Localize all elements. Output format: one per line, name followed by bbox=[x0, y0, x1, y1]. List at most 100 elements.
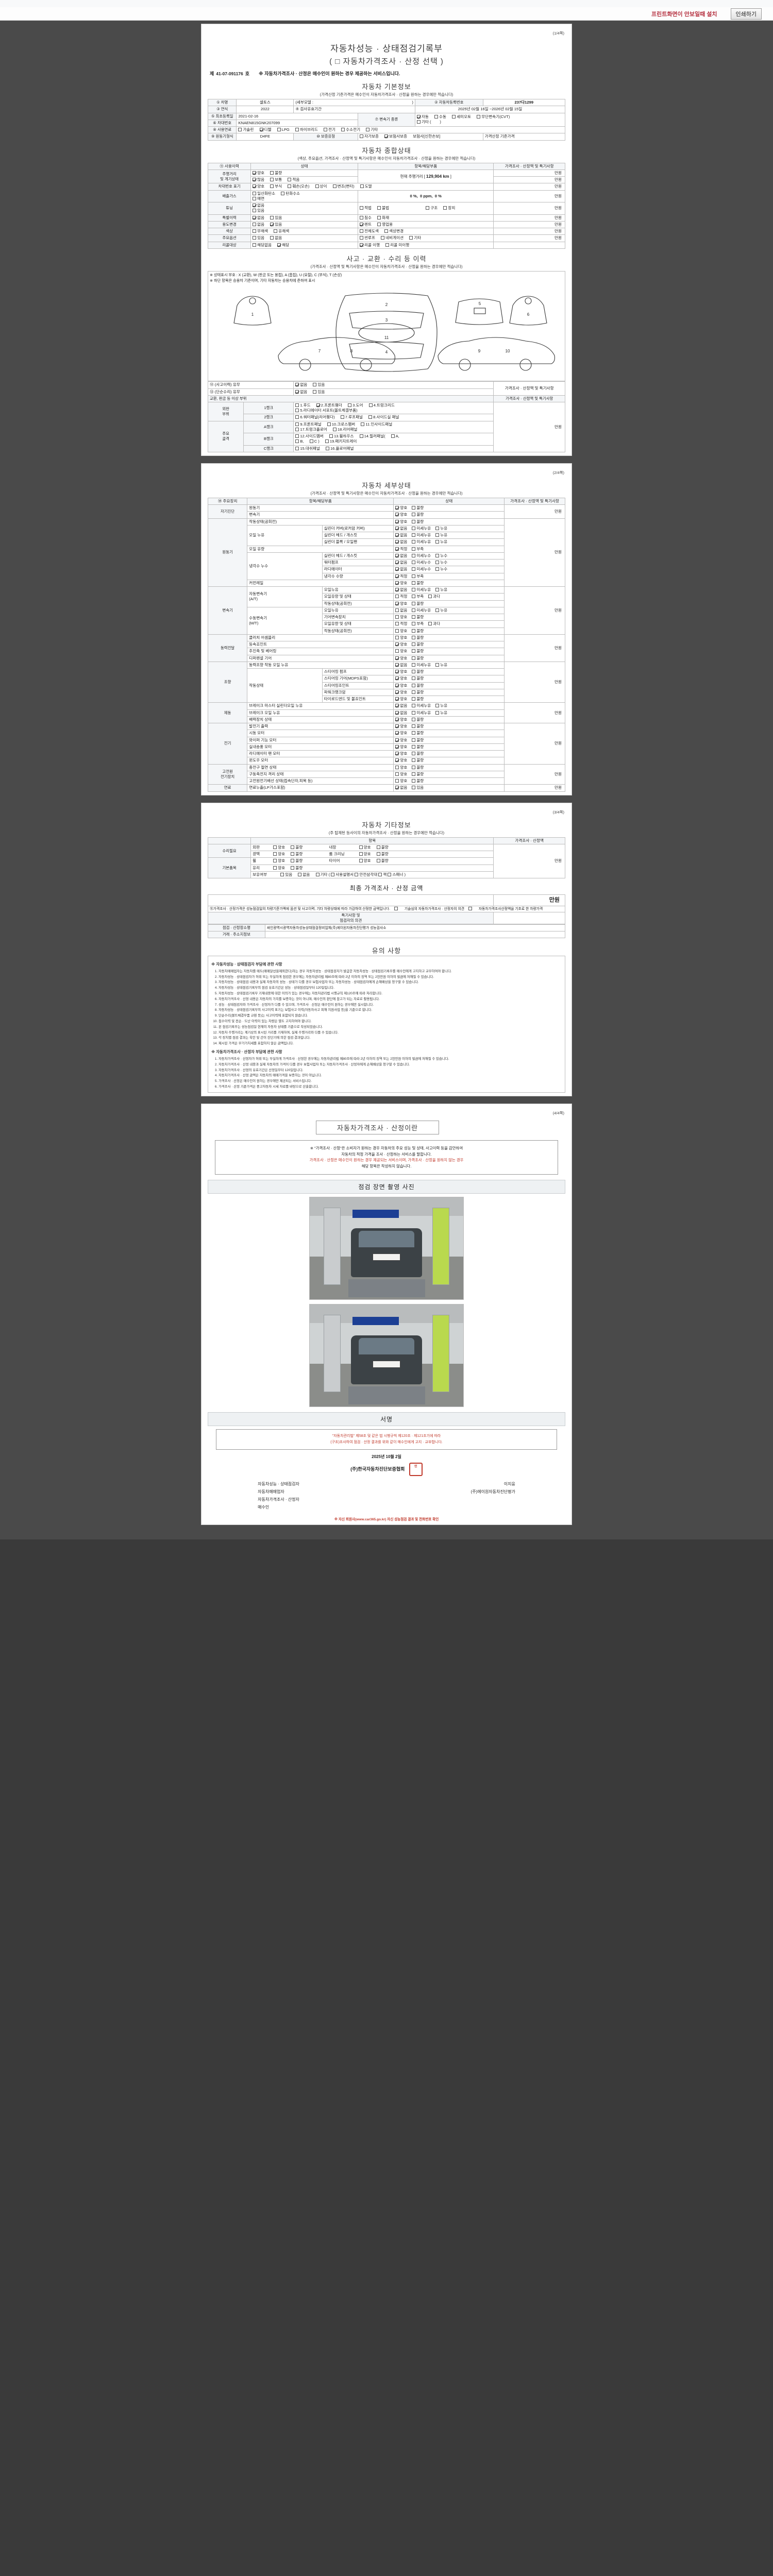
trans-opt-semiauto[interactable]: 세미오토 bbox=[452, 114, 471, 120]
checkbox[interactable] bbox=[477, 115, 481, 118]
checkbox-checked[interactable] bbox=[395, 506, 399, 510]
checkbox[interactable] bbox=[435, 567, 440, 571]
checkbox[interactable] bbox=[412, 704, 416, 708]
checkbox-checked[interactable] bbox=[295, 383, 299, 387]
checkbox-checked[interactable] bbox=[395, 670, 399, 674]
checkbox[interactable] bbox=[348, 403, 352, 407]
checkbox[interactable] bbox=[291, 859, 295, 863]
checkbox-checked[interactable] bbox=[395, 581, 399, 585]
opt-different[interactable]: 상이 bbox=[315, 184, 327, 189]
checkbox-checked[interactable] bbox=[395, 704, 399, 708]
checkbox-checked[interactable] bbox=[395, 744, 399, 749]
checkbox-checked[interactable] bbox=[295, 389, 299, 394]
checkbox[interactable] bbox=[295, 422, 299, 426]
opt-fullpaint[interactable]: 전체도색 bbox=[360, 229, 379, 234]
opt-적정[interactable]: 적정 bbox=[395, 547, 407, 552]
opt-불량[interactable]: 불량 bbox=[412, 512, 424, 517]
checkbox[interactable] bbox=[435, 526, 440, 530]
checkbox-checked[interactable] bbox=[395, 656, 399, 660]
checkbox[interactable] bbox=[412, 622, 416, 626]
checkbox[interactable] bbox=[412, 656, 416, 660]
checkbox[interactable] bbox=[412, 629, 416, 633]
checkbox[interactable] bbox=[395, 779, 399, 783]
checkbox[interactable] bbox=[412, 519, 416, 523]
fuel-opt-hybrid[interactable]: 하이브리드 bbox=[295, 127, 318, 132]
opt-불량[interactable]: 불량 bbox=[412, 615, 424, 620]
opt-smoke[interactable]: 매연 bbox=[253, 196, 264, 201]
opt-opinion[interactable] bbox=[394, 907, 399, 911]
opt-exists[interactable]: 있음 bbox=[280, 872, 292, 877]
checkbox[interactable] bbox=[377, 215, 381, 219]
checkbox[interactable] bbox=[412, 758, 416, 762]
checkbox[interactable] bbox=[412, 547, 416, 551]
fuel-opt-diesel[interactable]: 디젤 bbox=[259, 127, 272, 132]
checkbox-checked[interactable] bbox=[395, 513, 399, 517]
opt-불량[interactable]: 불량 bbox=[412, 765, 424, 770]
opt-양호[interactable]: 양호 bbox=[395, 629, 407, 634]
opt-양호[interactable]: 양호 bbox=[395, 635, 407, 640]
checkbox-checked[interactable] bbox=[395, 519, 399, 523]
opt-good[interactable]: 양호 bbox=[359, 858, 371, 863]
checkbox[interactable] bbox=[412, 752, 416, 756]
opt-bad[interactable]: 불량 bbox=[376, 852, 389, 857]
checkbox-checked[interactable] bbox=[395, 731, 399, 735]
opt-quarter-panel[interactable]: 6.쿼터패널(리어휀다) bbox=[295, 415, 335, 420]
checkbox[interactable] bbox=[412, 731, 416, 735]
opt-bad[interactable]: 불량 bbox=[291, 866, 303, 871]
opt-none[interactable]: 없음 bbox=[253, 203, 264, 208]
checkbox[interactable] bbox=[253, 209, 257, 213]
opt-없음[interactable]: 없음 bbox=[395, 553, 407, 558]
checkbox-checked[interactable] bbox=[253, 178, 257, 181]
checkbox[interactable] bbox=[291, 845, 295, 849]
checkbox[interactable] bbox=[435, 710, 440, 715]
opt-미세누유[interactable]: 미세누유 bbox=[412, 539, 431, 545]
checkbox[interactable] bbox=[412, 595, 416, 599]
checkbox-checked[interactable] bbox=[253, 171, 257, 175]
checkbox[interactable] bbox=[280, 872, 284, 876]
checkbox-checked[interactable] bbox=[395, 697, 399, 701]
checkbox-checked[interactable] bbox=[395, 676, 399, 681]
opt-door[interactable]: 3.도어 bbox=[348, 403, 363, 408]
checkbox[interactable] bbox=[253, 229, 257, 233]
checkbox[interactable] bbox=[377, 206, 381, 210]
checkbox[interactable] bbox=[412, 642, 416, 647]
trans-opt-cvt[interactable]: 무단변속기(CVT) bbox=[477, 114, 510, 120]
opt-양호[interactable]: 양호 bbox=[395, 683, 407, 688]
opt-미세누수[interactable]: 미세누수 bbox=[412, 560, 431, 565]
opt-불량[interactable]: 불량 bbox=[412, 649, 424, 654]
opt-erased[interactable]: 도말 bbox=[360, 184, 372, 189]
opt-none[interactable]: 없음 bbox=[270, 235, 282, 241]
opt-pillar-a[interactable]: A, bbox=[391, 434, 399, 439]
checkbox[interactable] bbox=[412, 676, 416, 681]
checkbox-checked[interactable] bbox=[316, 403, 320, 407]
opt-device[interactable]: 장치 bbox=[443, 206, 455, 211]
checkbox[interactable] bbox=[468, 907, 472, 911]
checkbox[interactable] bbox=[341, 128, 345, 131]
checkbox[interactable] bbox=[412, 670, 416, 674]
opt-불량[interactable]: 불량 bbox=[412, 717, 424, 722]
opt-미세누수[interactable]: 미세누수 bbox=[412, 567, 431, 572]
checkbox[interactable] bbox=[395, 635, 399, 639]
opt-good[interactable]: 양호 bbox=[273, 852, 285, 857]
checkbox[interactable] bbox=[270, 178, 274, 181]
checkbox-checked[interactable] bbox=[277, 243, 281, 247]
opt-불량[interactable]: 불량 bbox=[412, 731, 424, 736]
opt-none[interactable]: 없음 bbox=[298, 872, 310, 877]
checkbox-checked[interactable] bbox=[253, 215, 257, 219]
checkbox[interactable] bbox=[360, 229, 364, 233]
checkbox-checked[interactable] bbox=[253, 204, 257, 207]
opt-양호[interactable]: 양호 bbox=[395, 765, 407, 770]
checkbox[interactable] bbox=[295, 446, 299, 450]
opt-floor-panel[interactable]: 16.플로어패널 bbox=[325, 446, 354, 451]
opt-flood[interactable]: 침수 bbox=[360, 215, 372, 221]
checkbox[interactable] bbox=[435, 561, 440, 565]
opt-bad[interactable]: 불량 bbox=[291, 845, 303, 850]
opt-fire[interactable]: 화재 bbox=[377, 215, 389, 221]
checkbox[interactable] bbox=[295, 409, 299, 413]
checkbox-checked[interactable] bbox=[360, 243, 364, 247]
opt-recall-done[interactable]: 리콜 이행 bbox=[360, 243, 380, 248]
checkbox[interactable] bbox=[273, 859, 277, 863]
checkbox[interactable] bbox=[366, 128, 370, 131]
opt-미세누유[interactable]: 미세누유 bbox=[412, 710, 431, 716]
opt-exists[interactable]: 있음 bbox=[253, 208, 264, 213]
